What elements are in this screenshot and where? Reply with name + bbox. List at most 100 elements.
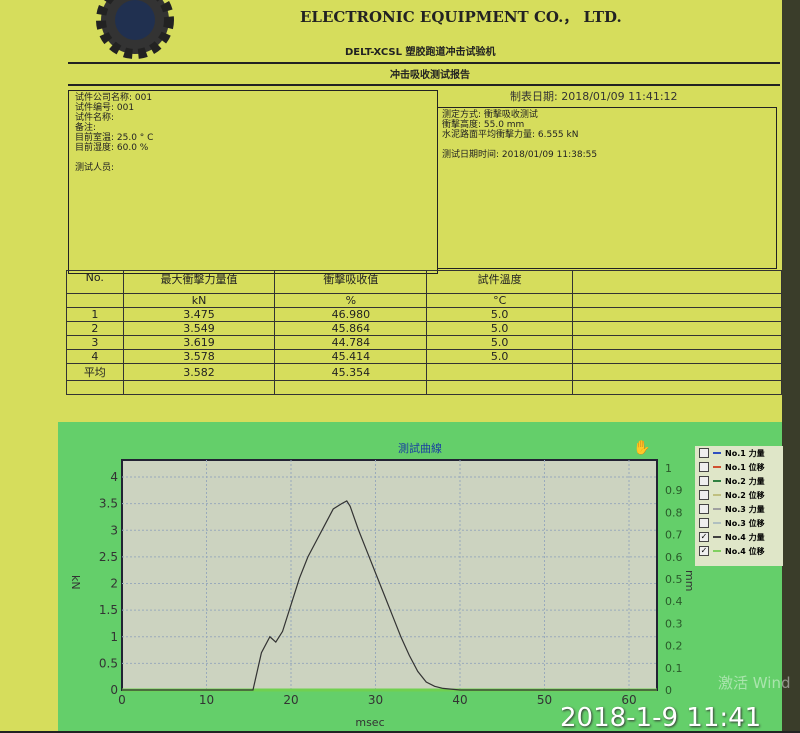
monitor-edge	[782, 0, 800, 731]
y2-tick-label: 0.9	[665, 484, 683, 497]
legend-item[interactable]: No.2 位移	[695, 488, 783, 502]
x-tick-label: 50	[537, 693, 552, 707]
table-row: 1 3.475 46.980 5.0	[66, 307, 782, 322]
legend-item[interactable]: No.3 位移	[695, 516, 783, 530]
y-tick-label: 0	[110, 683, 118, 697]
table-cell: 3.619	[122, 335, 276, 350]
x-tick-label: 30	[368, 693, 383, 707]
y-tick-label: 0.5	[99, 656, 118, 670]
table-units-row: kN% °C	[66, 293, 782, 308]
x-tick-label: 0	[118, 693, 126, 707]
results-table: No. 最大衝擊力量值 衝擊吸收值 試件溫度 kN% °C 1 3.475 46.980 5.0 2…	[66, 270, 782, 395]
chart-legend: No.1 力量 No.1 位移 No.2 力量 No.2 位移 No.3 力量 No.3 …	[695, 446, 783, 566]
legend-label: No.3 力量	[725, 504, 765, 514]
y2-tick-label: 0.7	[665, 529, 683, 542]
sample-info-line: 试件公司名称: 001	[75, 93, 153, 103]
y-tick-label: 4	[110, 470, 118, 484]
y-tick-label: 1	[110, 630, 118, 644]
legend-label: No.4 位移	[725, 546, 765, 556]
legend-checkbox[interactable]	[699, 490, 709, 500]
sample-info-line: 目前湿度: 60.0 %	[75, 143, 149, 153]
made-date: 制表日期: 2018/01/09 11:41:12	[510, 90, 678, 103]
y2-axis-label: mm	[683, 570, 696, 591]
y-axis-label: kN	[69, 575, 82, 590]
table-cell	[274, 380, 428, 395]
chart-title: 測試曲線	[398, 441, 442, 455]
y2-tick-label: 1	[665, 462, 672, 475]
legend-swatch	[713, 536, 721, 538]
legend-checkbox[interactable]	[699, 462, 709, 472]
y2-tick-label: 0	[665, 684, 672, 697]
legend-item[interactable]: No.3 力量	[695, 502, 783, 516]
sample-info-line: 目前室温: 25.0 ° C	[75, 133, 154, 143]
y-tick-label: 3.5	[99, 497, 118, 511]
sample-info-line: 测试人员:	[75, 163, 115, 173]
legend-label: No.2 力量	[725, 476, 765, 486]
sample-info-line: 试件编号: 001	[75, 103, 135, 113]
legend-label: No.1 位移	[725, 462, 765, 472]
legend-label: No.3 位移	[725, 518, 765, 528]
table-cell	[572, 380, 782, 395]
machine-name: DELT-XCSL 塑胶跑道冲击试验机	[345, 47, 496, 58]
plot-area	[121, 459, 658, 691]
y-tick-label: 2.5	[99, 550, 118, 564]
x-axis-label: msec	[355, 716, 384, 729]
legend-swatch	[713, 508, 721, 510]
y2-tick-label: 0.8	[665, 506, 683, 519]
test-info-line: 测定方式: 衝擊吸收测试	[442, 110, 538, 120]
test-info-box: 测定方式: 衝擊吸收测试 衝擊高度: 55.0 mm 水泥路面平均衝擊力量: 6.5…	[437, 107, 777, 269]
y2-tick-label: 0.6	[665, 551, 683, 564]
y-tick-label: 3	[110, 523, 118, 537]
y-tick-label: 2	[110, 577, 118, 591]
report-title: 冲击吸收测试报告	[390, 70, 470, 81]
legend-checkbox[interactable]	[699, 504, 709, 514]
legend-item[interactable]: No.2 力量	[695, 474, 783, 488]
made-date-label: 制表日期:	[510, 90, 558, 103]
legend-checkbox[interactable]: ✓	[699, 546, 709, 556]
legend-item[interactable]: ✓ No.4 位移	[695, 544, 783, 558]
legend-label: No.4 力量	[725, 532, 765, 542]
sample-info-line: 试件名称:	[75, 113, 115, 123]
x-tick-label: 20	[283, 693, 298, 707]
legend-label: No.2 位移	[725, 490, 765, 500]
legend-swatch	[713, 480, 721, 482]
photo-timestamp: 2018-1-9 11:41	[560, 703, 762, 733]
legend-checkbox[interactable]	[699, 476, 709, 486]
activation-watermark: 激活 Wind	[718, 674, 791, 692]
table-cell: 45.354	[274, 363, 428, 381]
test-info-line: 测试日期时间: 2018/01/09 11:38:55	[442, 150, 598, 160]
legend-checkbox[interactable]	[699, 518, 709, 528]
test-info-line: 衝擊高度: 55.0 mm	[442, 120, 525, 130]
legend-swatch	[713, 522, 721, 524]
y-tick-label: 1.5	[99, 603, 118, 617]
test-info-line: 水泥路面平均衝擊力量: 6.555 kN	[442, 130, 579, 140]
y2-tick-label: 0.1	[665, 662, 683, 675]
company-name: ELECTRONIC EQUIPMENT CO.， LTD.	[300, 8, 622, 26]
x-tick-label: 40	[452, 693, 467, 707]
sample-info-line: 备注:	[75, 123, 97, 133]
divider	[68, 84, 780, 86]
table-row: 2 3.549 45.864 5.0	[66, 321, 782, 336]
legend-item[interactable]: No.1 位移	[695, 460, 783, 474]
gear-logo-icon	[96, 0, 174, 59]
legend-item[interactable]: No.1 力量	[695, 446, 783, 460]
y2-tick-label: 0.4	[665, 595, 683, 608]
table-row: 3 3.619 44.784 5.0	[66, 335, 782, 350]
column-header	[572, 270, 782, 294]
y2-tick-label: 0.5	[665, 573, 683, 586]
hand-cursor-icon: ✋	[633, 440, 651, 456]
legend-swatch	[713, 494, 721, 496]
legend-checkbox[interactable]: ✓	[699, 532, 709, 542]
y2-tick-label: 0.3	[665, 617, 683, 630]
y2-tick-label: 0.2	[665, 640, 683, 653]
divider	[68, 62, 780, 64]
series-line	[122, 500, 657, 691]
made-date-value: 2018/01/09 11:41:12	[561, 90, 678, 103]
legend-item[interactable]: ✓ No.4 力量	[695, 530, 783, 544]
table-cell: 46.980	[274, 307, 428, 322]
legend-swatch	[713, 466, 721, 468]
legend-swatch	[713, 452, 721, 454]
legend-checkbox[interactable]	[699, 448, 709, 458]
table-header-row: No. 最大衝擊力量值 衝擊吸收值 試件溫度	[66, 270, 782, 294]
